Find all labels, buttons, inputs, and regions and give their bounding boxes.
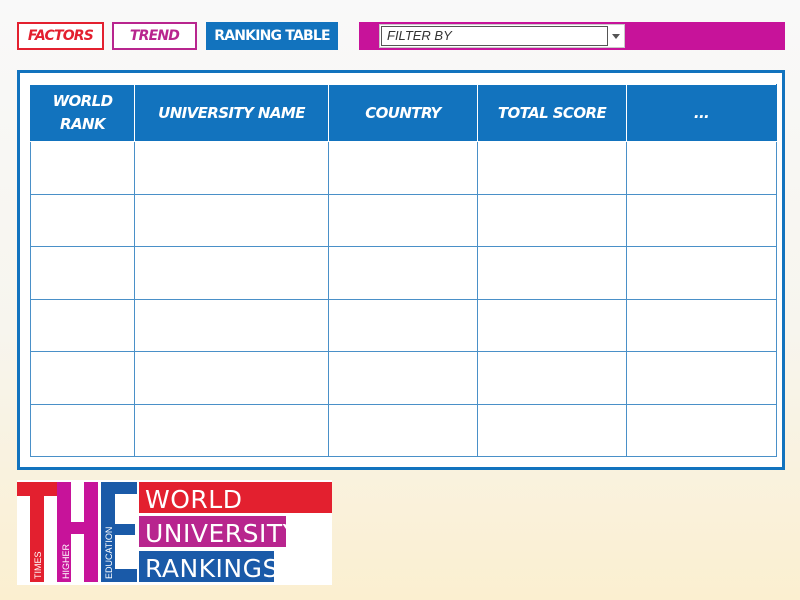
table-cell [30,246,135,300]
table-row [30,141,777,195]
ranking-table-panel: WORLD RANK UNIVERSITY NAME COUNTRY TOTAL… [17,70,785,470]
table-row [30,193,777,247]
logo-times-label: TIMES [33,551,43,579]
table-cell [477,351,627,405]
table-cell [626,246,777,300]
table-cell [626,193,777,247]
column-header-country[interactable]: COUNTRY [328,84,478,142]
table-cell [134,193,329,247]
table-row [30,351,777,405]
filter-dropdown[interactable]: FILTER BY [379,24,625,48]
column-header-total-score[interactable]: TOTAL SCORE [477,84,627,142]
table-cell [30,298,135,352]
chevron-down-icon[interactable] [609,26,623,46]
ranking-table: WORLD RANK UNIVERSITY NAME COUNTRY TOTAL… [30,84,777,457]
table-cell [477,403,627,457]
table-cell [626,403,777,457]
logo-world-text: WORLD [145,485,242,514]
logo-higher-label: HIGHER [61,543,71,579]
table-cell [134,298,329,352]
table-cell [477,298,627,352]
table-cell [134,351,329,405]
filter-value[interactable]: FILTER BY [381,26,608,46]
table-cell [626,351,777,405]
table-cell [30,193,135,247]
table-cell [328,246,478,300]
logo-rankings-text: RANKINGS [145,554,279,583]
tab-factors[interactable]: FACTORS [17,22,104,50]
table-cell [328,351,478,405]
table-cell [30,141,135,195]
table-header-row: WORLD RANK UNIVERSITY NAME COUNTRY TOTAL… [30,84,777,142]
table-cell [477,193,627,247]
table-cell [626,298,777,352]
column-header-world-rank[interactable]: WORLD RANK [30,84,135,142]
table-row [30,246,777,300]
table-row [30,298,777,352]
tab-trend[interactable]: TREND [112,22,197,50]
logo-education-label: EDUCATION [104,527,114,579]
table-cell [134,141,329,195]
table-cell [134,403,329,457]
column-header-university-name[interactable]: UNIVERSITY NAME [134,84,329,142]
column-header-more[interactable]: ... [626,84,777,142]
table-cell [626,141,777,195]
table-cell [477,141,627,195]
table-cell [328,403,478,457]
table-cell [134,246,329,300]
table-cell [328,193,478,247]
table-cell [328,141,478,195]
table-cell [477,246,627,300]
logo-university-text: UNIVERSITY [145,519,299,548]
table-cell [30,351,135,405]
the-world-university-rankings-logo: TIMES HIGHER EDUCATION WORLD UNIVERSITY … [17,480,332,585]
table-row [30,403,777,457]
tab-ranking-table[interactable]: RANKING TABLE [206,22,338,50]
table-cell [328,298,478,352]
table-cell [30,403,135,457]
